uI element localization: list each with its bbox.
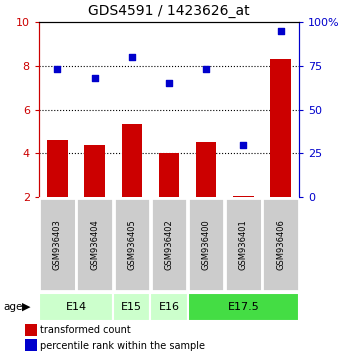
Bar (233, 196, 254, 197)
Text: E16: E16 (159, 302, 179, 312)
FancyBboxPatch shape (151, 198, 187, 291)
Text: GSM936404: GSM936404 (90, 219, 99, 270)
Text: GSM936402: GSM936402 (165, 219, 173, 270)
Text: ▶: ▶ (22, 302, 30, 312)
FancyBboxPatch shape (188, 198, 224, 291)
Point (129, 54, 135, 60)
Point (92, 75, 97, 81)
Text: GSM936401: GSM936401 (239, 219, 248, 270)
FancyBboxPatch shape (225, 198, 262, 291)
Text: GSM936405: GSM936405 (127, 219, 136, 270)
Text: age: age (3, 302, 23, 312)
Bar (159, 153, 179, 197)
Point (241, 142, 246, 147)
FancyBboxPatch shape (114, 198, 150, 291)
Text: E14: E14 (66, 302, 87, 312)
FancyBboxPatch shape (262, 198, 299, 291)
Text: GSM936400: GSM936400 (202, 219, 211, 270)
Point (55, 67, 60, 72)
FancyBboxPatch shape (39, 293, 113, 321)
Text: GSM936406: GSM936406 (276, 219, 285, 270)
Text: E17.5: E17.5 (227, 302, 259, 312)
Bar (47, 140, 68, 197)
Text: GSM936403: GSM936403 (53, 219, 62, 270)
Point (203, 67, 209, 72)
Text: E15: E15 (121, 302, 142, 312)
FancyBboxPatch shape (39, 198, 76, 291)
Bar (122, 124, 142, 197)
Bar (25, 339, 37, 352)
Point (278, 28, 283, 34)
Text: GDS4591 / 1423626_at: GDS4591 / 1423626_at (88, 5, 250, 18)
Point (166, 80, 172, 86)
FancyBboxPatch shape (76, 198, 113, 291)
Text: percentile rank within the sample: percentile rank within the sample (40, 341, 205, 351)
FancyBboxPatch shape (188, 293, 299, 321)
Bar (84, 144, 105, 197)
Bar (25, 324, 37, 336)
FancyBboxPatch shape (150, 293, 188, 321)
Text: transformed count: transformed count (40, 325, 131, 335)
Bar (196, 142, 216, 197)
Bar (270, 59, 291, 197)
FancyBboxPatch shape (113, 293, 150, 321)
